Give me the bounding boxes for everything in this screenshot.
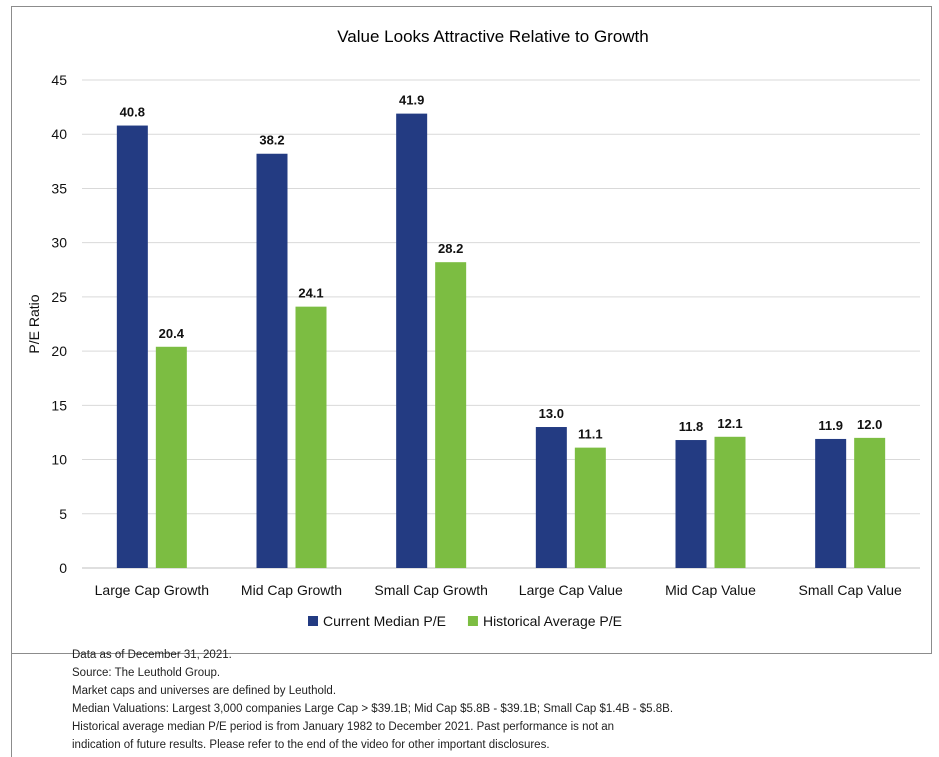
- data-label: 20.4: [159, 326, 185, 341]
- data-label: 24.1: [298, 286, 323, 301]
- legend: Current Median P/E Historical Average P/E: [308, 613, 622, 629]
- bar: [675, 440, 707, 568]
- data-label: 38.2: [259, 133, 284, 148]
- y-tick-label: 45: [51, 72, 67, 88]
- footnote-valuations: Median Valuations: Largest 3,000 compani…: [72, 703, 674, 715]
- footnote-date: Data as of December 31, 2021.: [72, 649, 232, 661]
- data-label: 13.0: [539, 406, 564, 421]
- bars: [116, 113, 886, 569]
- x-category-label: Large Cap Value: [519, 582, 623, 598]
- y-tick-label: 0: [59, 560, 67, 576]
- bar: [256, 153, 288, 568]
- footnote-disclosure: indication of future results. Please ref…: [72, 739, 550, 751]
- legend-swatch: [308, 616, 318, 626]
- bar: [295, 306, 327, 568]
- y-tick-label: 20: [51, 343, 67, 359]
- footnote-source: Source: The Leuthold Group.: [72, 667, 221, 679]
- bar: [155, 346, 187, 568]
- y-tick-label: 25: [51, 289, 67, 305]
- legend-swatch: [467, 616, 478, 626]
- x-category-label: Small Cap Growth: [374, 582, 488, 598]
- data-label: 41.9: [399, 93, 424, 108]
- legend-label: Current Median P/E: [323, 613, 446, 629]
- data-label: 11.9: [818, 418, 843, 433]
- bar: [535, 427, 567, 568]
- bar: [435, 262, 467, 568]
- data-label: 11.8: [679, 419, 704, 434]
- data-label: 11.1: [578, 427, 603, 442]
- legend-label: Historical Average P/E: [483, 613, 622, 629]
- y-axis-label: P/E Ratio: [26, 294, 42, 353]
- bar: [116, 125, 148, 569]
- data-label: 12.0: [857, 417, 882, 432]
- bar: [714, 436, 746, 568]
- data-label: 12.1: [717, 416, 742, 431]
- data-labels: 40.8 20.4 38.2 24.1 41.9 28.2 13.0 11.1 11.8 12.1…: [120, 93, 883, 442]
- x-category-label: Large Cap Growth: [95, 582, 209, 598]
- bar: [854, 437, 886, 568]
- bar: [815, 438, 847, 568]
- y-tick-label: 10: [51, 452, 67, 468]
- y-tick-label: 15: [51, 397, 67, 413]
- y-tick-label: 30: [51, 235, 67, 251]
- x-category-label: Mid Cap Value: [665, 582, 756, 598]
- footnote-period: Historical average median P/E period is …: [72, 721, 615, 733]
- data-label: 40.8: [120, 105, 145, 120]
- footnote-universe: Market caps and universes are defined by…: [72, 685, 337, 697]
- y-tick-label: 35: [51, 180, 67, 196]
- chart-title: Value Looks Attractive Relative to Growt…: [337, 27, 649, 46]
- x-axis-categories: Large Cap Growth Mid Cap Growth Small Cap …: [95, 582, 902, 598]
- y-axis-ticks: 0 5 10 15 20 25 30 35 40 45: [51, 72, 67, 576]
- data-label: 28.2: [438, 241, 463, 256]
- bar-chart: Value Looks Attractive Relative to Growt…: [26, 27, 920, 629]
- y-tick-label: 40: [51, 126, 67, 142]
- footnotes: Data as of December 31, 2021. Source: Th…: [72, 646, 892, 754]
- y-tick-label: 5: [59, 506, 67, 522]
- gridlines: [82, 79, 920, 569]
- frame-border: [11, 652, 12, 757]
- chart-frame: [11, 6, 932, 654]
- x-category-label: Small Cap Value: [799, 582, 902, 598]
- bar: [396, 113, 428, 569]
- bar: [574, 447, 606, 568]
- x-category-label: Mid Cap Growth: [241, 582, 342, 598]
